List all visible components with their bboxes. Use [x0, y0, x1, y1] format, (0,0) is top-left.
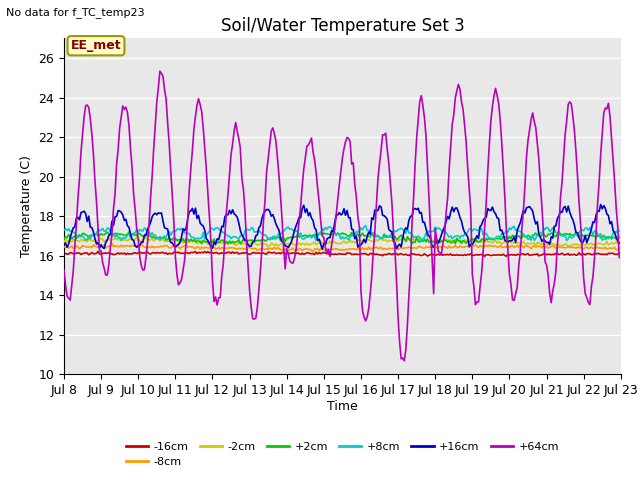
X-axis label: Time: Time	[327, 400, 358, 413]
Text: No data for f_TC_temp23: No data for f_TC_temp23	[6, 7, 145, 18]
Text: EE_met: EE_met	[70, 39, 122, 52]
Y-axis label: Temperature (C): Temperature (C)	[20, 156, 33, 257]
Title: Soil/Water Temperature Set 3: Soil/Water Temperature Set 3	[221, 17, 464, 36]
Legend: -16cm, -8cm, -2cm, +2cm, +8cm, +16cm, +64cm: -16cm, -8cm, -2cm, +2cm, +8cm, +16cm, +6…	[122, 437, 563, 471]
